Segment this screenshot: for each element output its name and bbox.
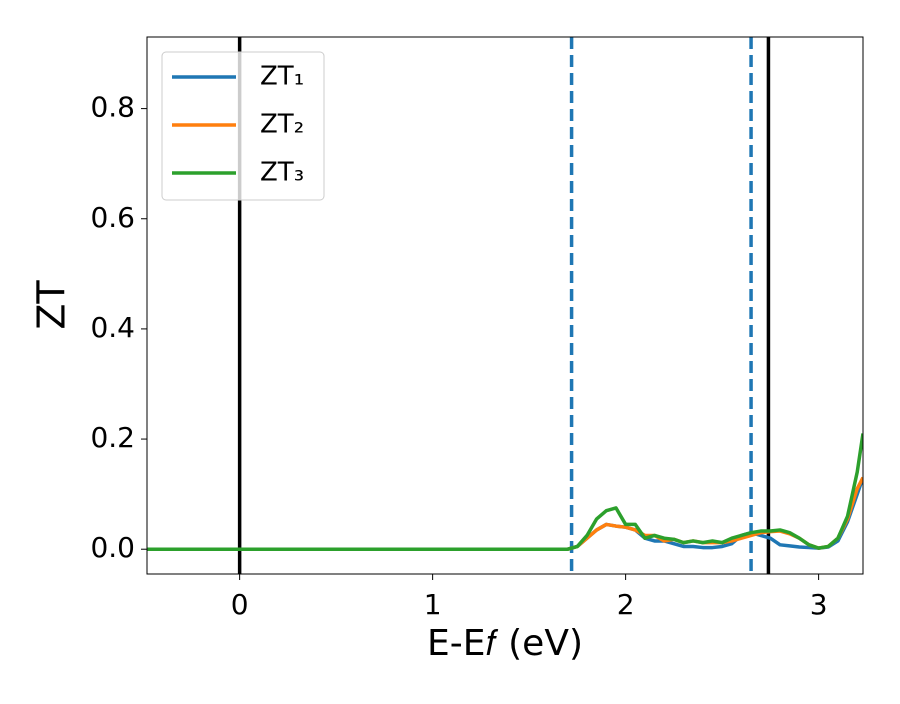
legend-label: ZT₃: [260, 158, 304, 188]
legend-label: ZT₂: [260, 110, 304, 140]
y-tick-label: 0.8: [90, 91, 135, 124]
series-line: [147, 433, 863, 551]
legend-box: [161, 51, 325, 201]
series-line: [147, 477, 863, 551]
y-axis-label: ZT: [30, 280, 74, 330]
x-tick-label: 3: [810, 588, 828, 621]
y-tick-label: 0.2: [90, 421, 135, 454]
legend-label: ZT₁: [260, 62, 304, 92]
y-tick-label: 0.0: [90, 531, 135, 564]
x-tick-label: 2: [617, 588, 635, 621]
legend: ZT₁ ZT₂ ZT₃: [161, 51, 325, 201]
y-tick-label: 0.4: [90, 311, 135, 344]
y-tick-label: 0.6: [90, 201, 135, 234]
plot-area: [147, 37, 863, 574]
plot-frame: [146, 36, 864, 575]
x-axis-label: E-E𝑓 (eV): [427, 623, 583, 664]
series-line: [147, 476, 863, 551]
x-tick-label: 1: [424, 588, 442, 621]
x-tick-label: 0: [231, 588, 249, 621]
